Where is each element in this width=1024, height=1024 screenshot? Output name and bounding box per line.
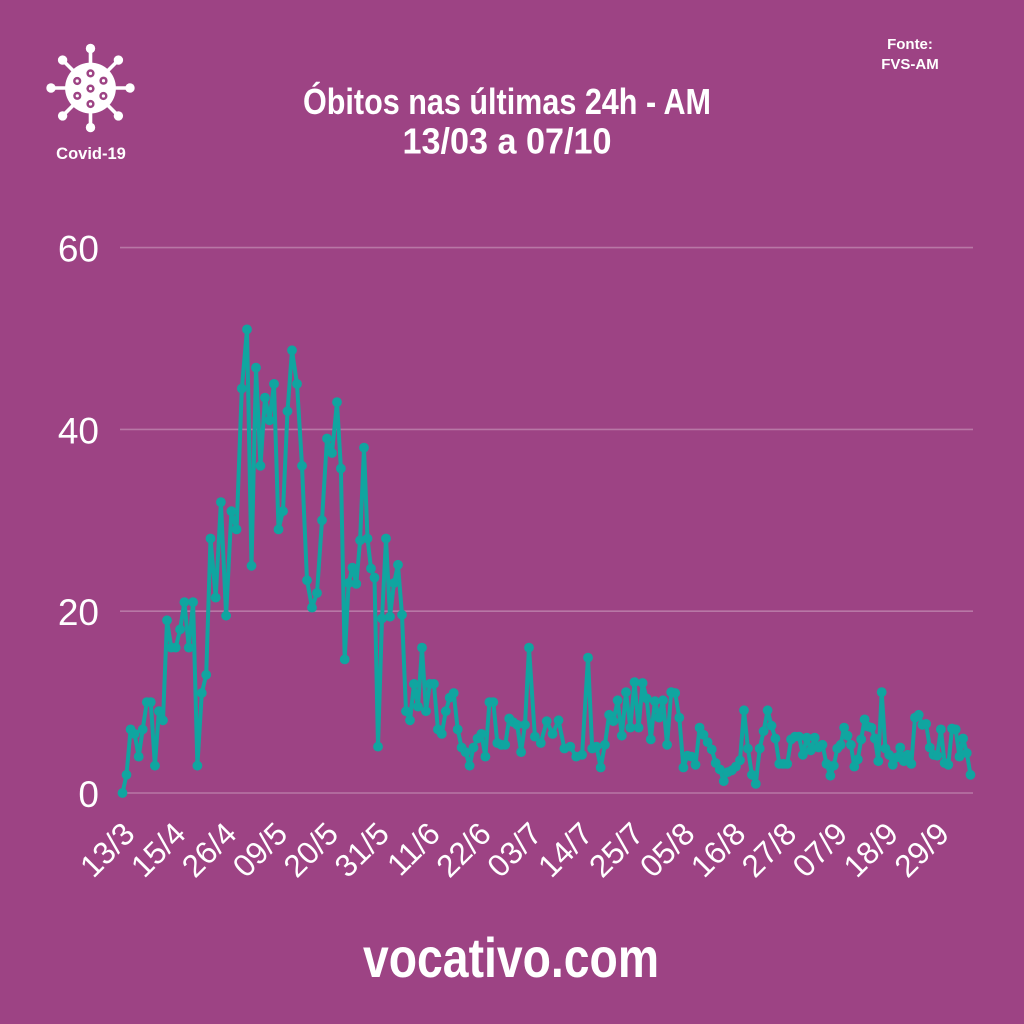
svg-text:Covid-19: Covid-19 xyxy=(56,145,126,163)
svg-text:60: 60 xyxy=(58,229,99,270)
svg-text:vocativo.com: vocativo.com xyxy=(363,926,659,989)
svg-text:29/9: 29/9 xyxy=(887,815,956,884)
svg-text:13/03 a 07/10: 13/03 a 07/10 xyxy=(403,121,612,162)
svg-text:FVS-AM: FVS-AM xyxy=(881,56,939,73)
svg-text:Óbitos nas últimas 24h - AM: Óbitos nas últimas 24h - AM xyxy=(303,80,711,122)
svg-text:20: 20 xyxy=(58,592,99,633)
svg-text:Fonte:: Fonte: xyxy=(887,36,933,53)
svg-text:0: 0 xyxy=(78,774,99,815)
svg-text:11/6: 11/6 xyxy=(380,815,447,882)
svg-text:40: 40 xyxy=(58,410,99,451)
